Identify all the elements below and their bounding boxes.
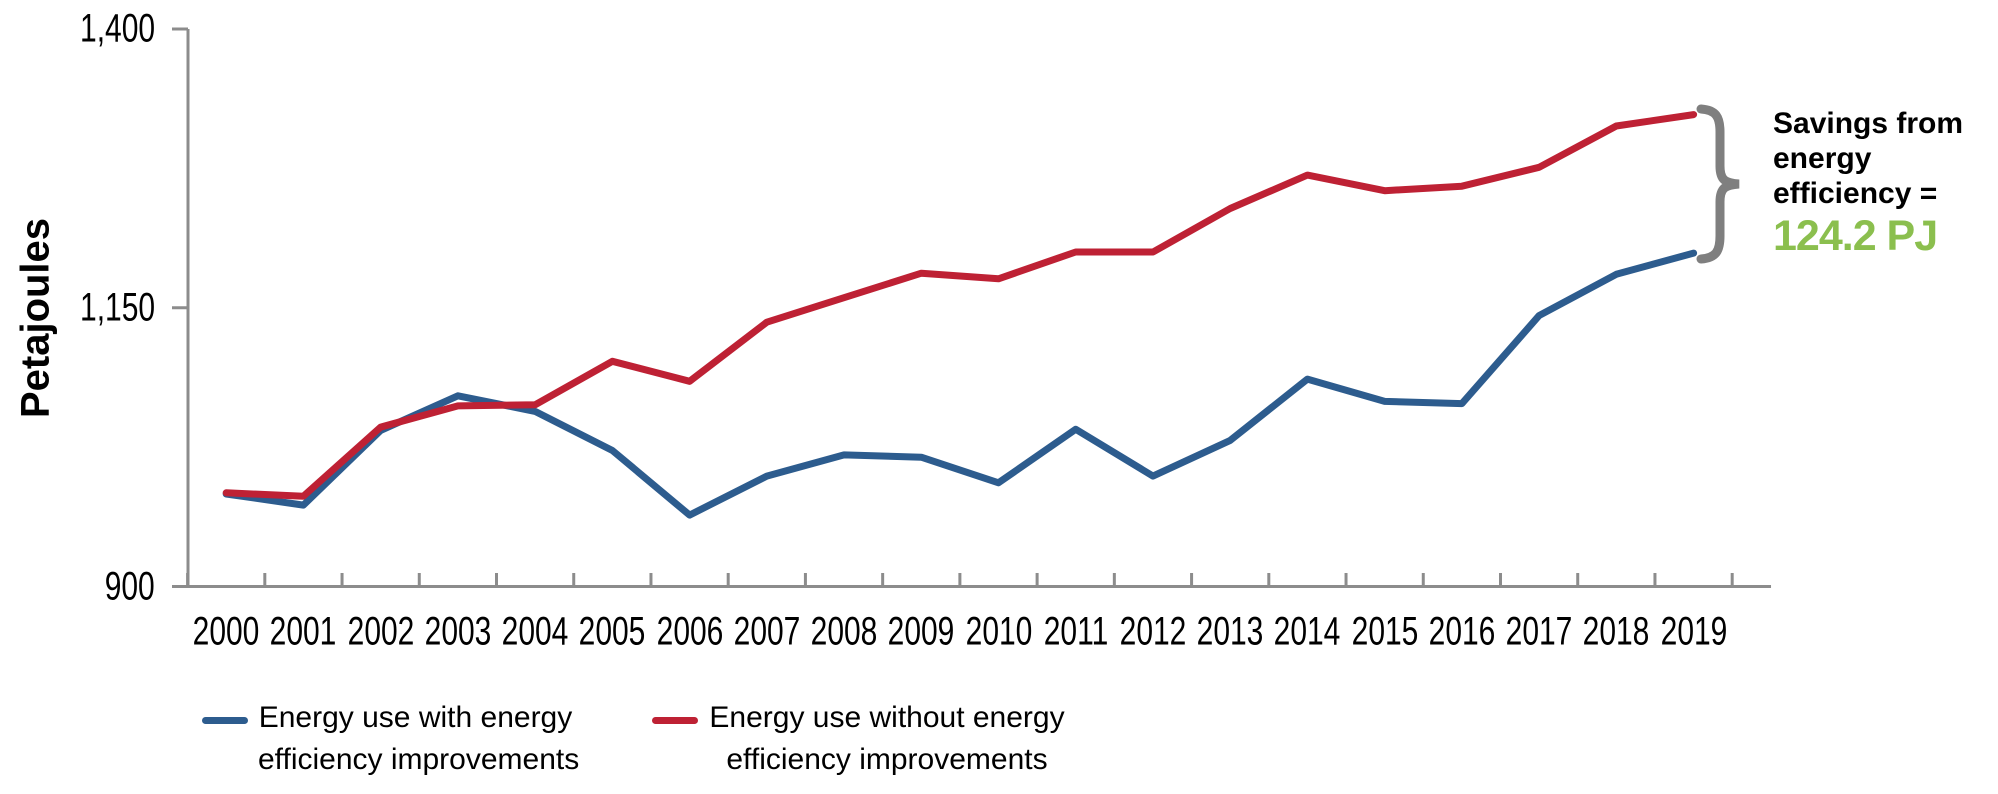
x-axis-tick-label: 2015 bbox=[1351, 609, 1419, 654]
x-axis-tick-label: 2013 bbox=[1196, 609, 1264, 654]
legend-label-without-efficiency: Energy use without energy efficiency imp… bbox=[707, 697, 1067, 781]
series-line-with-efficiency bbox=[222, 249, 1698, 519]
x-axis-tick-label: 2009 bbox=[887, 609, 955, 654]
x-axis-tick-label: 2010 bbox=[965, 609, 1032, 654]
x-axis-tick-label: 2019 bbox=[1660, 609, 1727, 654]
legend-label-line: Energy use with energy bbox=[258, 701, 573, 734]
x-axis-tick-label: 2002 bbox=[347, 609, 415, 654]
x-axis-tick-label: 2016 bbox=[1428, 609, 1496, 654]
x-axis-tick-label: 2018 bbox=[1582, 609, 1650, 654]
annotation-text-line: efficiency = bbox=[1773, 177, 1938, 210]
legend-label-line: efficiency improvements bbox=[258, 743, 580, 776]
y-axis-title: Petajoules bbox=[13, 217, 58, 419]
x-axis-tick-label: 2007 bbox=[733, 609, 801, 654]
x-axis-tick-label: 2006 bbox=[656, 609, 723, 654]
x-axis-tick-label: 2003 bbox=[424, 609, 492, 654]
x-axis-tick-label: 2008 bbox=[810, 609, 878, 654]
x-axis-tick-label: 2014 bbox=[1274, 609, 1341, 654]
y-axis-tick-label: 900 bbox=[104, 564, 155, 608]
y-axis-tick-label: 1,400 bbox=[79, 6, 155, 51]
legend-label-line: Energy use without energy bbox=[709, 701, 1065, 734]
legend-swatch-without-efficiency bbox=[652, 717, 698, 724]
brace bbox=[1696, 104, 1740, 264]
legend-label-line: efficiency improvements bbox=[726, 743, 1048, 776]
legend-swatch-with-efficiency bbox=[202, 717, 248, 724]
x-axis-tick-label: 2000 bbox=[192, 609, 260, 654]
x-axis-tick-label: 2011 bbox=[1043, 609, 1108, 654]
savings-annotation: Savings from energy efficiency = 124.2 P… bbox=[1773, 106, 1993, 261]
annotation-text-line: energy bbox=[1773, 142, 1872, 175]
y-axis-tick-label: 1,150 bbox=[79, 285, 155, 330]
x-axis-tick-label: 2004 bbox=[501, 609, 569, 654]
x-axis-tick-label: 2005 bbox=[578, 609, 646, 654]
legend-label-with-efficiency: Energy use with energy efficiency improv… bbox=[258, 697, 580, 781]
x-axis-tick-label: 2012 bbox=[1119, 609, 1187, 654]
annotation-savings-value: 124.2 PJ bbox=[1773, 212, 1938, 260]
annotation-text-line: Savings from bbox=[1773, 107, 1964, 140]
series-line-without-efficiency bbox=[222, 111, 1698, 500]
x-axis-tick-label: 2017 bbox=[1505, 609, 1573, 654]
x-axis-tick-label: 2001 bbox=[270, 609, 337, 654]
